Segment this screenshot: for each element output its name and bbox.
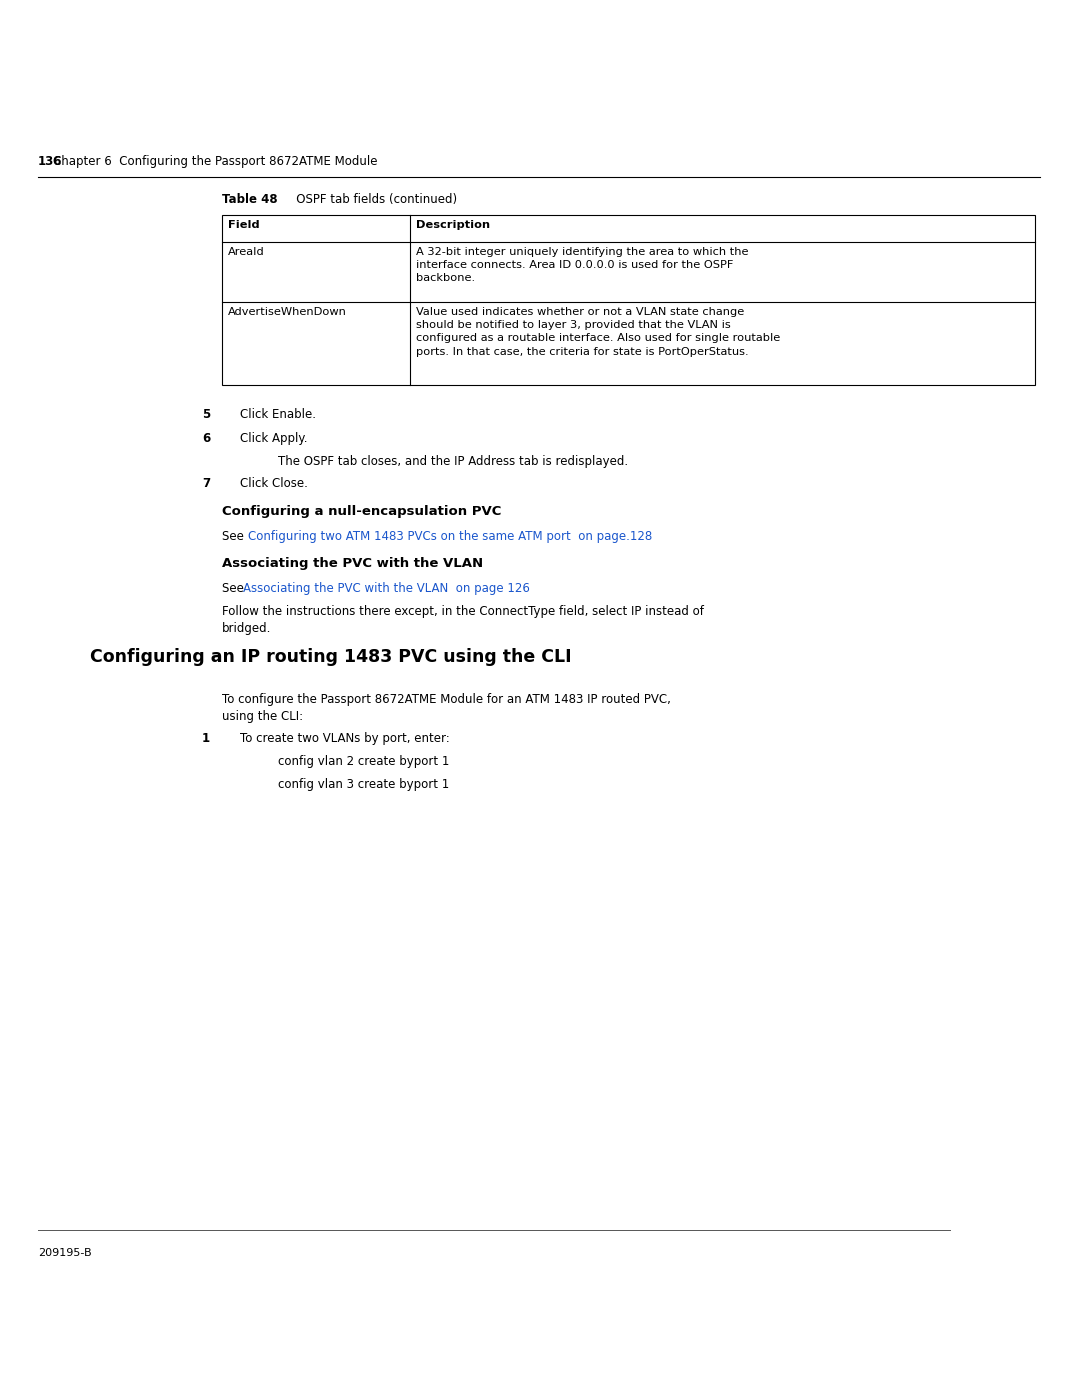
Text: 6: 6 [202, 432, 211, 446]
Text: 7: 7 [202, 476, 211, 490]
Text: The OSPF tab closes, and the IP Address tab is redisplayed.: The OSPF tab closes, and the IP Address … [278, 455, 629, 468]
Text: See: See [222, 583, 247, 595]
Text: To configure the Passport 8672ATME Module for an ATM 1483 IP routed PVC,
using t: To configure the Passport 8672ATME Modul… [222, 693, 671, 724]
Text: 1: 1 [202, 732, 211, 745]
Text: Chapter 6  Configuring the Passport 8672ATME Module: Chapter 6 Configuring the Passport 8672A… [38, 155, 378, 168]
Text: Follow the instructions there except, in the ConnectType field, select IP instea: Follow the instructions there except, in… [222, 605, 704, 636]
Bar [222, 215, 1035, 386]
Text: config vlan 2 create byport 1: config vlan 2 create byport 1 [278, 754, 449, 768]
Text: Click Enable.: Click Enable. [240, 408, 316, 420]
Text: OSPF tab fields (continued): OSPF tab fields (continued) [285, 193, 457, 205]
Text: A 32-bit integer uniquely identifying the area to which the
interface connects. : A 32-bit integer uniquely identifying th… [416, 247, 748, 284]
Text: Associating the PVC with the VLAN: Associating the PVC with the VLAN [222, 557, 483, 570]
Text: Associating the PVC with the VLAN  on page 126: Associating the PVC with the VLAN on pag… [243, 583, 530, 595]
Text: AreaId: AreaId [228, 247, 265, 257]
Text: 209195-B: 209195-B [38, 1248, 92, 1259]
Text: To create two VLANs by port, enter:: To create two VLANs by port, enter: [240, 732, 449, 745]
Text: 5: 5 [202, 408, 211, 420]
Text: Configuring two ATM 1483 PVCs on the same ATM port  on page.128: Configuring two ATM 1483 PVCs on the sam… [248, 529, 652, 543]
Text: Table 48: Table 48 [222, 193, 278, 205]
Text: Click Apply.: Click Apply. [240, 432, 308, 446]
Text: 136: 136 [38, 155, 63, 168]
Text: Value used indicates whether or not a VLAN state change
should be notified to la: Value used indicates whether or not a VL… [416, 307, 780, 356]
Text: Click Close.: Click Close. [240, 476, 308, 490]
Text: Field: Field [228, 219, 259, 231]
Text: See: See [222, 529, 252, 543]
Text: Configuring an IP routing 1483 PVC using the CLI: Configuring an IP routing 1483 PVC using… [90, 648, 571, 666]
Text: AdvertiseWhenDown: AdvertiseWhenDown [228, 307, 347, 317]
Text: Configuring a null-encapsulation PVC: Configuring a null-encapsulation PVC [222, 504, 501, 518]
Text: Description: Description [416, 219, 490, 231]
Text: config vlan 3 create byport 1: config vlan 3 create byport 1 [278, 778, 449, 791]
